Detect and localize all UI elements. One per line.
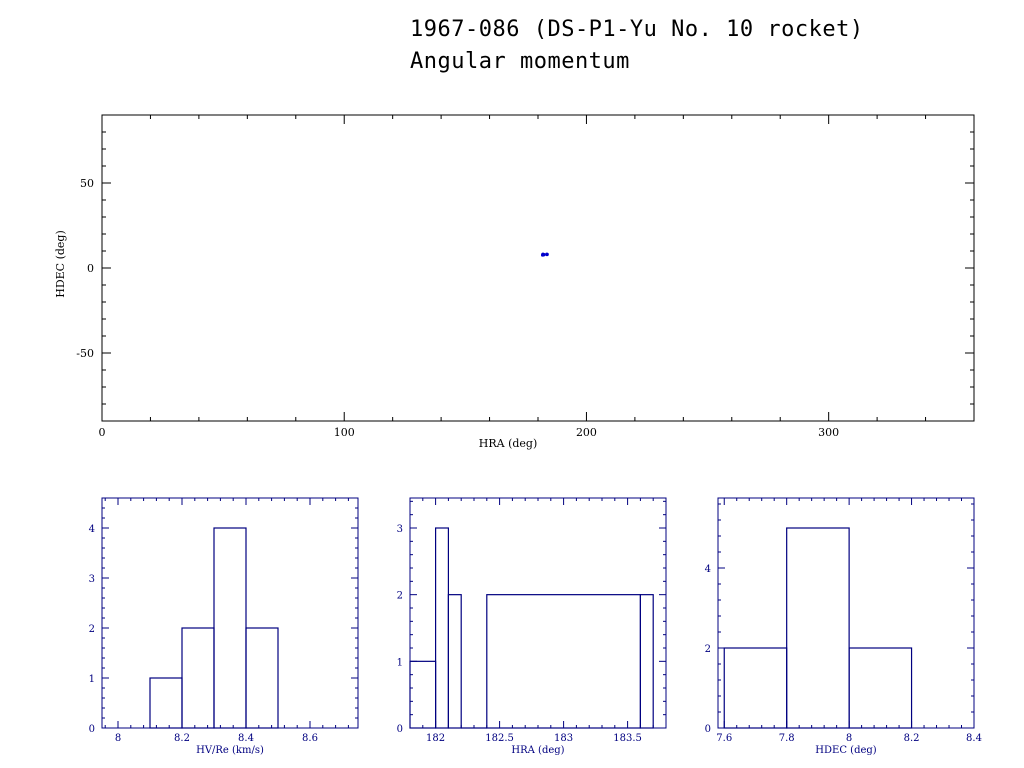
histogram-y-tick-label: 4 xyxy=(89,524,95,535)
histogram-x-tick-label: 8.4 xyxy=(238,733,254,744)
histogram-y-tick-label: 2 xyxy=(705,644,711,655)
histogram-bar xyxy=(435,527,450,729)
histogram-bar xyxy=(723,647,788,729)
histogram-bar xyxy=(447,594,462,729)
histogram-y-tick-label: 0 xyxy=(397,724,403,735)
scatter-panel: 0 100 200 300 -50 0 50 HRA (deg) HDEC (deg) xyxy=(54,114,975,450)
histogram-x-axis-label: HRA (deg) xyxy=(511,745,564,756)
scatter-x-tick-label: 300 xyxy=(818,426,839,439)
histogram-y-tick-label: 0 xyxy=(89,724,95,735)
histogram-x-tick-label: 8 xyxy=(846,733,852,744)
histogram-y-tick-label: 0 xyxy=(705,724,711,735)
histogram-x-tick-label: 183.5 xyxy=(613,733,642,744)
scatter-x-tick-label: 0 xyxy=(99,426,106,439)
histogram-y-tick-label: 2 xyxy=(89,624,95,635)
scatter-x-tick-label: 100 xyxy=(334,426,355,439)
histogram-bar xyxy=(409,660,437,729)
histogram-x-tick-label: 8 xyxy=(115,733,121,744)
histogram-x-tick-label: 182 xyxy=(426,733,445,744)
histogram-bar xyxy=(848,647,913,729)
histogram-panel-1: 8 8.2 8.4 8.6 0 1 2 3 4 HV/Re (km/s) xyxy=(89,497,359,756)
histogram-y-tick-label: 2 xyxy=(397,591,403,602)
scatter-point xyxy=(545,252,549,256)
scatter-x-tick-label: 200 xyxy=(576,426,597,439)
chart-title-line2: Angular momentum xyxy=(410,49,630,74)
histogram-panel-3: 7.6 7.8 8 8.2 8.4 0 2 4 HDEC (deg) xyxy=(705,497,982,756)
chart-title-line1: 1967-086 (DS-P1-Yu No. 10 rocket) xyxy=(410,17,864,42)
scatter-y-tick-label: 0 xyxy=(87,262,94,275)
histogram-x-tick-label: 8.6 xyxy=(302,733,318,744)
scatter-plot-frame xyxy=(101,114,975,422)
scatter-y-axis-label: HDEC (deg) xyxy=(54,230,67,298)
scatter-y-tick-label: 50 xyxy=(80,177,94,190)
histogram-x-axis-label: HDEC (deg) xyxy=(815,745,876,756)
histogram-x-tick-label: 8.2 xyxy=(904,733,920,744)
histogram-bar xyxy=(245,627,279,729)
histogram-bar xyxy=(486,594,641,729)
histogram-x-tick-label: 8.4 xyxy=(966,733,982,744)
histogram-x-tick-label: 7.6 xyxy=(716,733,732,744)
scatter-point xyxy=(541,253,546,257)
scatter-x-axis-label: HRA (deg) xyxy=(479,437,538,450)
histogram-y-tick-label: 1 xyxy=(397,657,403,668)
histogram-bar xyxy=(639,594,654,729)
histogram-x-tick-label: 8.2 xyxy=(174,733,190,744)
histogram-frame xyxy=(717,497,975,729)
histogram-x-tick-label: 7.8 xyxy=(779,733,795,744)
histogram-y-tick-label: 4 xyxy=(705,564,711,575)
histogram-bar xyxy=(149,677,183,729)
histogram-bar xyxy=(786,527,850,729)
histogram-bar xyxy=(181,627,215,729)
histogram-frame xyxy=(101,497,359,729)
histogram-x-tick-label: 182.5 xyxy=(485,733,514,744)
histogram-y-tick-label: 1 xyxy=(89,674,95,685)
histogram-y-tick-label: 3 xyxy=(89,574,95,585)
scatter-y-tick-label: -50 xyxy=(76,347,94,360)
histogram-x-axis-label: HV/Re (km/s) xyxy=(196,745,264,756)
histogram-y-tick-label: 3 xyxy=(397,524,403,535)
histogram-panel-2: 182 182.5 183 183.5 0 1 2 3 HRA (deg) xyxy=(397,497,667,756)
histogram-bar xyxy=(213,527,247,729)
chart-title: 1967-086 (DS-P1-Yu No. 10 rocket) Angula… xyxy=(410,14,864,78)
histogram-x-tick-label: 183 xyxy=(554,733,573,744)
